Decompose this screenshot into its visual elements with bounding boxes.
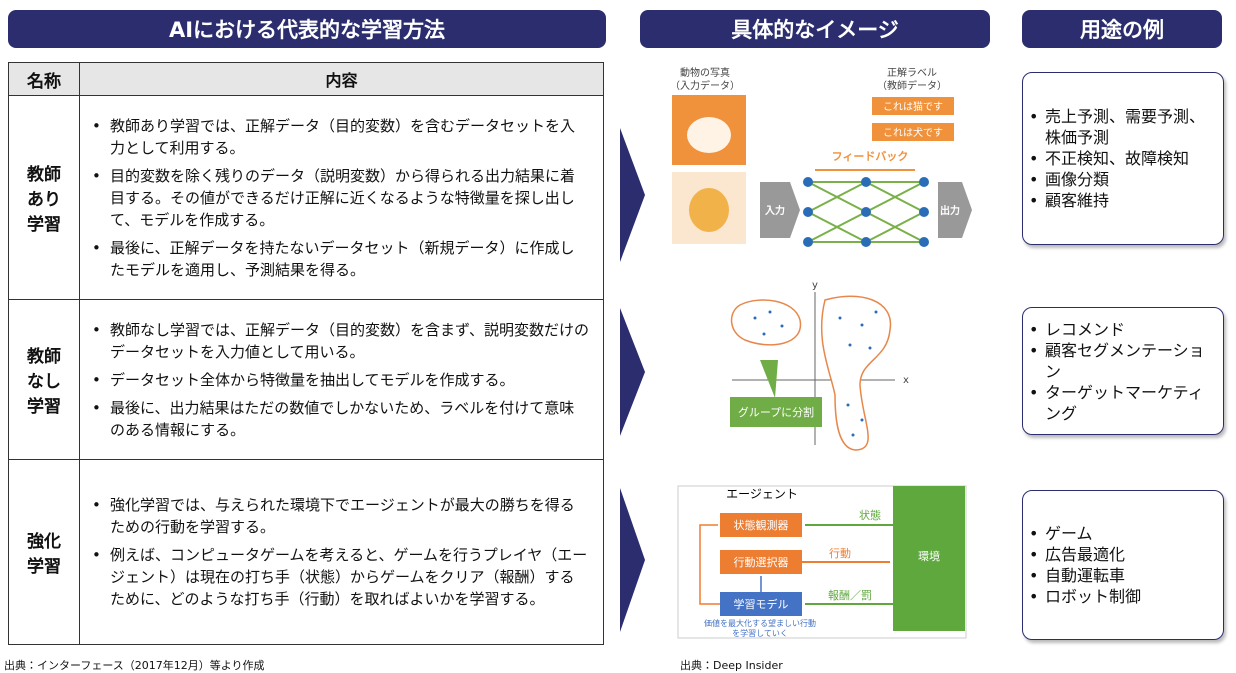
note: を学習していく	[732, 628, 788, 638]
source-note: 出典：インターフェース（2017年12月）等より作成	[4, 659, 265, 672]
answer-label: これは猫です	[883, 100, 943, 113]
diagram-label: 動物の写真	[680, 66, 730, 79]
axis-label: y	[812, 280, 818, 291]
column-header: 名称	[9, 63, 80, 95]
use-item: ターゲットマーケティング	[1029, 382, 1215, 424]
answer-label: これは犬です	[883, 126, 943, 139]
use-box: ゲーム広告最適化自動運転車ロボット制御	[1022, 490, 1224, 640]
method-name: 教師 なし 学習	[9, 300, 80, 459]
table-row: 強化学習強化学習では、与えられた環境下でエージェントが最大の勝ちを得るための行動…	[9, 459, 603, 644]
method-name: 教師 あり 学習	[9, 96, 80, 299]
diagram-label: （教師データ）	[877, 79, 947, 92]
use-box: 売上予測、需要予測、株価予測不正検知、故障検知画像分類顧客維持	[1022, 72, 1224, 245]
method-content: 教師あり学習では、正解データ（目的変数）を含むデータセットを入力として利用する。…	[80, 96, 603, 299]
arrow-label: 行動	[829, 546, 851, 560]
callout-label: グループに分割	[738, 405, 814, 419]
method-content: 強化学習では、与えられた環境下でエージェントが最大の勝ちを得るための行動を学習す…	[80, 460, 603, 644]
arrow-label: 出力	[940, 204, 960, 217]
bullet: 強化学習では、与えられた環境下でエージェントが最大の勝ちを得るための行動を学習す…	[90, 494, 589, 538]
use-item: ロボット制御	[1029, 586, 1215, 607]
arrow-label: 報酬／罰	[828, 589, 872, 602]
box-label: 状態観測器	[734, 518, 789, 532]
use-item: 画像分類	[1029, 169, 1215, 190]
table-row: 教師あり学習教師あり学習では、正解データ（目的変数）を含むデータセットを入力とし…	[9, 95, 603, 299]
section-header: AIにおける代表的な学習方法	[8, 10, 606, 48]
name-line: あり	[27, 190, 61, 210]
column-header: 内容	[325, 71, 358, 90]
diagram-label: （入力データ）	[670, 79, 740, 92]
bullet: 教師あり学習では、正解データ（目的変数）を含むデータセットを入力として利用する。	[90, 115, 589, 159]
bullet: 目的変数を除く残りのデータ（説明変数）から得られる出力結果に着目する。その値がで…	[90, 165, 589, 231]
method-name: 強化 学習	[9, 460, 80, 644]
name-line: なし	[27, 372, 61, 392]
bullet: データセット全体から特徴量を抽出してモデルを作成する。	[90, 369, 589, 391]
name-line: 強化	[27, 532, 61, 552]
method-content: 教師なし学習では、正解データ（目的変数）を含まず、説明変数だけのデータセットを入…	[80, 300, 603, 459]
use-item: レコメンド	[1029, 319, 1215, 340]
use-box: レコメンド顧客セグメンテーションターゲットマーケティング	[1022, 307, 1224, 435]
supervised-diagram: 動物の写真 （入力データ） 正解ラベル （教師データ） これは猫です これは犬で…	[670, 66, 972, 247]
diagram-label: 正解ラベル	[887, 66, 937, 79]
box-label: 環境	[918, 550, 940, 563]
arrow-label: 状態	[859, 508, 881, 522]
box-label: 行動選択器	[734, 555, 789, 569]
use-item: 顧客維持	[1029, 190, 1215, 211]
name-line: 学習	[27, 397, 61, 417]
name-line: 教師	[27, 165, 61, 185]
diagram-label: エージェント	[726, 487, 798, 501]
name-line: 学習	[27, 557, 61, 577]
table-row: 教師なし学習教師なし学習では、正解データ（目的変数）を含まず、説明変数だけのデー…	[9, 299, 603, 459]
use-item: 広告最適化	[1029, 544, 1215, 565]
feedback-label: フィードバック	[832, 150, 909, 163]
chevrons	[620, 128, 645, 632]
use-item: ゲーム	[1029, 523, 1215, 544]
use-item: 顧客セグメンテーション	[1029, 340, 1215, 382]
unsupervised-diagram: y x グループに分割	[730, 280, 909, 451]
table-header: 名称 内容	[9, 63, 603, 95]
name-line: 教師	[27, 347, 61, 367]
box-label: 学習モデル	[734, 597, 789, 611]
section-header: 用途の例	[1022, 10, 1222, 48]
arrow-label: 入力	[764, 204, 785, 217]
use-item: 売上予測、需要予測、株価予測	[1029, 106, 1215, 148]
bullet: 最後に、出力結果はただの数値でしかないため、ラベルを付けて意味のある情報にする。	[90, 397, 589, 441]
method-table: 名称 内容 教師あり学習教師あり学習では、正解データ（目的変数）を含むデータセッ…	[8, 62, 604, 645]
reinforcement-diagram: エージェント 環境 状態観測器 行動選択器 学習モデル 状態 行動 報酬／罰 価…	[677, 485, 967, 639]
note: 価値を最大化する望ましい行動	[704, 618, 816, 628]
name-line: 学習	[27, 215, 61, 235]
use-item: 自動運転車	[1029, 565, 1215, 586]
section-header: 具体的なイメージ	[640, 10, 990, 48]
source-note: 出典：Deep Insider	[680, 659, 783, 672]
use-item: 不正検知、故障検知	[1029, 148, 1215, 169]
bullet: 最後に、正解データを持たないデータセット（新規データ）に作成したモデルを適用し、…	[90, 237, 589, 281]
bullet: 例えば、コンピュータゲームを考えると、ゲームを行うプレイヤ（エージェント）は現在…	[90, 544, 589, 610]
bullet: 教師なし学習では、正解データ（目的変数）を含まず、説明変数だけのデータセットを入…	[90, 319, 589, 363]
axis-label: x	[903, 375, 909, 386]
